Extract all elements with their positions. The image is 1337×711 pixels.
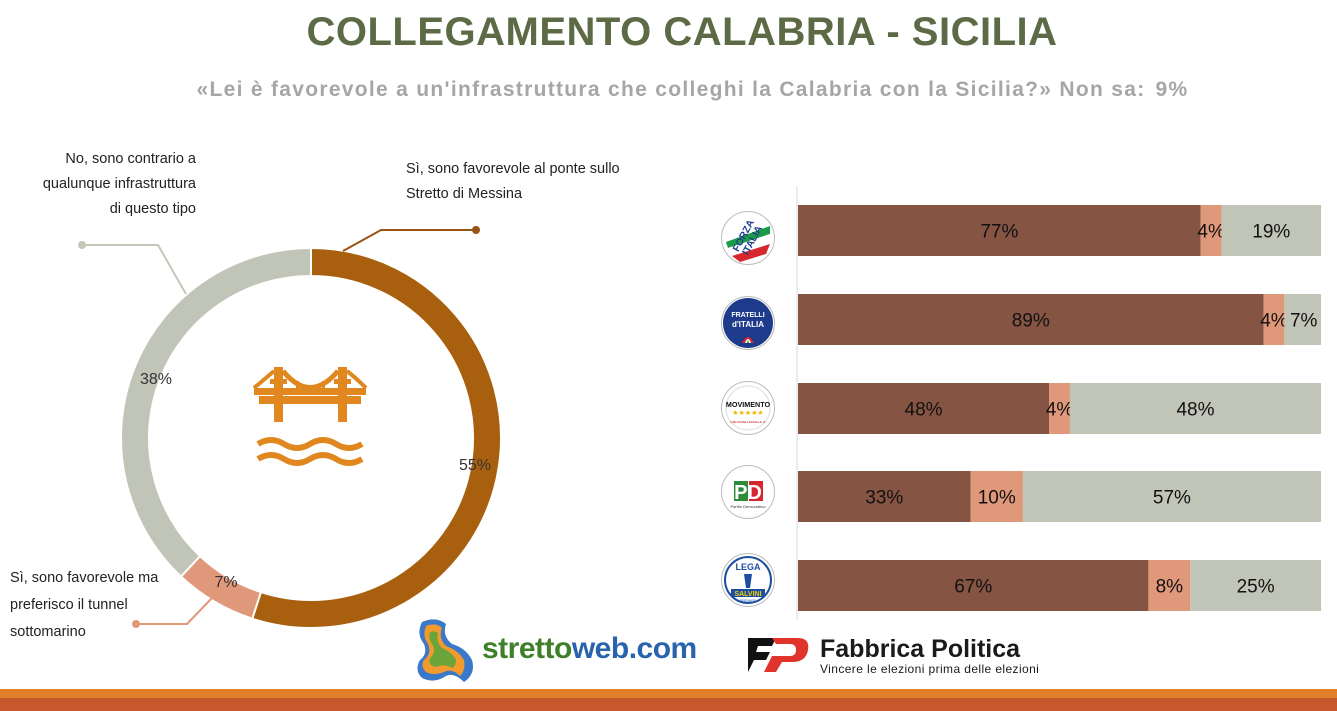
- bar-data-label: 89%: [1012, 311, 1050, 332]
- bar-segment-tunnel: [970, 471, 1023, 522]
- bar-data-label: 48%: [905, 400, 943, 421]
- footer-stripe-orange: [0, 689, 1337, 698]
- bar-segment-contrario: [1022, 471, 1321, 522]
- logo-forza-italia: FORZA ITALIA: [721, 211, 775, 265]
- bar-segment-tunnel: [1200, 205, 1222, 256]
- leader-line-bridge: [342, 229, 476, 252]
- logo-m5s-text: MOVIMENTO: [726, 400, 771, 409]
- logo-movimento-5-stelle: MOVIMENTO ★★★★★ ILBLOGDELLESTELLE.IT: [721, 381, 775, 435]
- callout-contrario: No, sono contrario a qualunque infrastru…: [43, 147, 196, 222]
- callout-tunnel: Sì, sono favorevole ma preferisco il tun…: [10, 565, 158, 646]
- fabbrica-politica-logo-mark: [748, 638, 809, 672]
- strettoweb-text-a: stretto: [482, 632, 572, 665]
- logo-pd-caption: Partito Democratico: [730, 504, 766, 509]
- bar-segment-bridge: [798, 560, 1149, 611]
- logo-fdi-text: d'ITALIA: [732, 320, 764, 329]
- logo-m5s-url: ILBLOGDELLESTELLE.IT: [730, 420, 765, 424]
- question-text: «Lei è favorevole a un'infrastruttura ch…: [196, 78, 1053, 101]
- callout-tunnel-line: preferisco il tunnel: [10, 597, 128, 613]
- footer-stripe-dark: [0, 698, 1337, 711]
- logo-lega-premier: PREMIER: [740, 599, 756, 603]
- callout-tunnel-line: sottomarino: [10, 624, 86, 640]
- callout-bridge-line: Sì, sono favorevole al ponte sullo: [406, 161, 620, 177]
- bar-data-label: 19%: [1252, 222, 1290, 243]
- bar-segment-tunnel: [1263, 294, 1285, 345]
- logo-lega-salvini: SALVINI: [734, 591, 761, 598]
- strettoweb-logo: strettoweb.com: [482, 632, 697, 666]
- strettoweb-text-b: web.com: [571, 632, 697, 665]
- bar-segment-contrario: [1190, 560, 1321, 611]
- logo-lega: LEGA SALVINI PREMIER: [721, 553, 775, 607]
- logo-pd-text: PD: [734, 482, 762, 504]
- bar-data-label: 77%: [980, 222, 1018, 243]
- leader-line-bridge-dot: [472, 226, 480, 234]
- bar-data-label: 4%: [1260, 311, 1288, 332]
- nonsa-value: 9%: [1155, 78, 1189, 101]
- bar-data-label: 4%: [1046, 400, 1074, 421]
- slice-label-tunnel: 7%: [214, 574, 237, 591]
- bar-segment-contrario: [1069, 383, 1321, 434]
- bar-data-label: 33%: [865, 488, 903, 509]
- callout-bridge-line: Stretto di Messina: [406, 186, 523, 202]
- callout-tunnel-line: Sì, sono favorevole ma: [10, 570, 159, 586]
- logo-m5s-stars: ★★★★★: [732, 409, 763, 417]
- donut-slice-bridge: [251, 246, 502, 629]
- bar-segment-contrario: [1221, 205, 1321, 256]
- fabbrica-politica-tagline: Vincere le elezioni prima delle elezioni: [820, 662, 1040, 676]
- logo-fratelli-italia: FRATELLI d'ITALIA: [721, 296, 775, 350]
- logo-fdi-text: FRATELLI: [731, 312, 764, 319]
- leader-line-tunnel: [136, 597, 213, 625]
- bar-data-label: 25%: [1237, 577, 1275, 598]
- bar-segment-contrario: [1284, 294, 1321, 345]
- leader-line-contrario: [82, 244, 187, 295]
- bar-data-label: 10%: [978, 488, 1016, 509]
- bar-segment-bridge: [798, 294, 1264, 345]
- callout-contrario-line: No, sono contrario a: [65, 151, 196, 167]
- bar-segment-bridge: [798, 471, 971, 522]
- fabbrica-politica-name: Fabbrica Politica: [820, 635, 1021, 663]
- bar-data-label: 57%: [1153, 488, 1191, 509]
- page-title: COLLEGAMENTO CALABRIA - SICILIA: [306, 10, 1058, 54]
- bar-segment-tunnel: [1049, 383, 1070, 434]
- logo-lega-text: LEGA: [735, 562, 761, 572]
- bar-data-label: 7%: [1290, 311, 1318, 332]
- bar-data-label: 4%: [1197, 222, 1225, 243]
- bridge-icon: [252, 367, 368, 466]
- bar-segment-bridge: [798, 205, 1201, 256]
- donut-slice-contrario: [120, 246, 312, 578]
- leader-line-contrario-dot: [78, 241, 86, 249]
- slice-label-contrario: 38%: [140, 371, 172, 388]
- page-subtitle: «Lei è favorevole a un'infrastruttura ch…: [0, 78, 1337, 102]
- bar-data-label: 8%: [1156, 577, 1184, 598]
- bar-data-label: 48%: [1176, 400, 1214, 421]
- nonsa-label: Non sa:: [1059, 78, 1146, 101]
- strettoweb-logo-mark: [417, 619, 473, 682]
- logo-partito-democratico: PD Partito Democratico: [721, 465, 775, 519]
- callout-contrario-line: qualunque infrastruttura: [42, 176, 196, 192]
- bar-segment-tunnel: [1148, 560, 1191, 611]
- callout-contrario-line: di questo tipo: [109, 201, 196, 217]
- bar-segment-bridge: [798, 383, 1050, 434]
- bar-data-label: 67%: [954, 577, 992, 598]
- callout-bridge: Sì, sono favorevole al ponte sullo Stret…: [406, 157, 620, 207]
- slice-label-bridge: 55%: [459, 457, 491, 474]
- leader-line-tunnel-dot: [132, 620, 140, 628]
